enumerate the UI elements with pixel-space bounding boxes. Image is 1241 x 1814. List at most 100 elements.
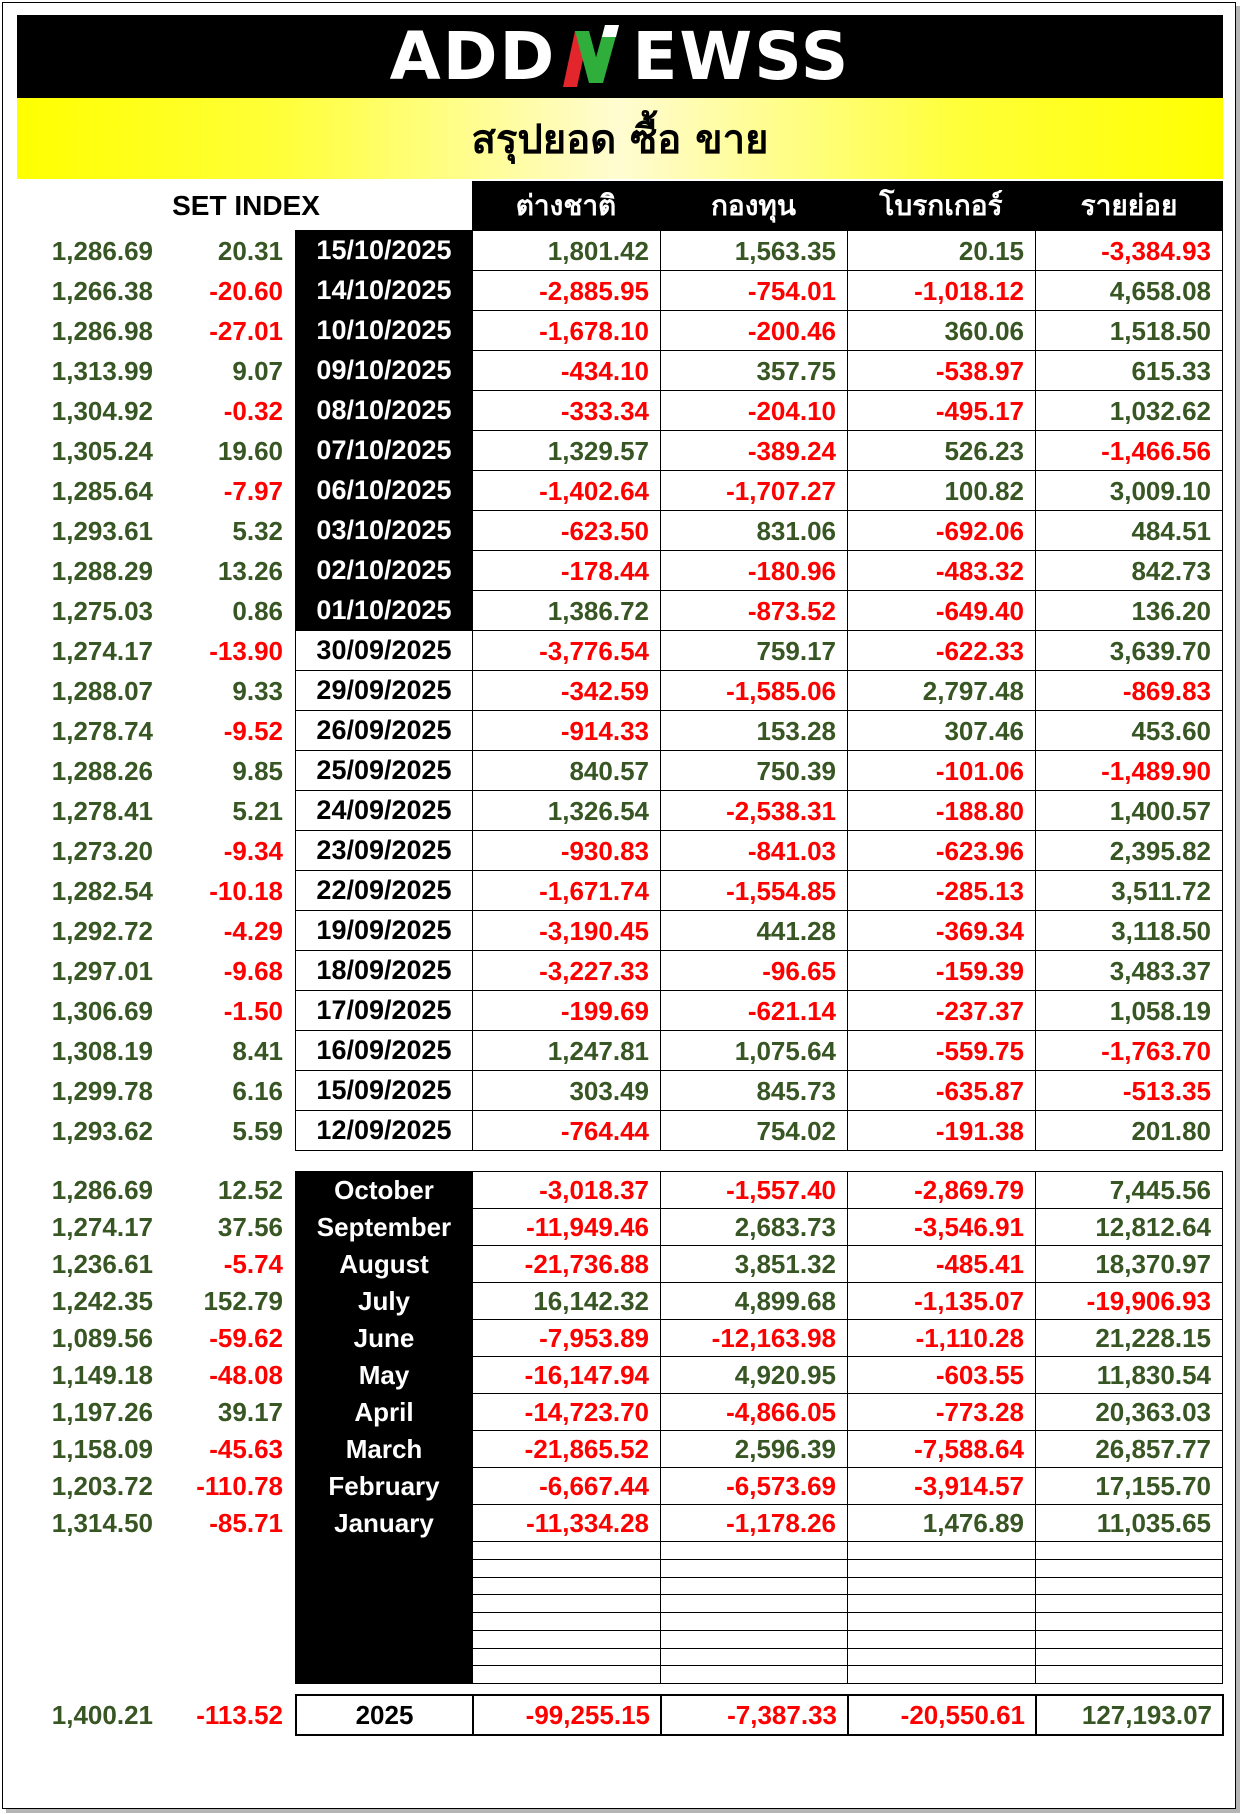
blank-row — [0, 1594, 1241, 1613]
broker-net-cell: 307.46 — [847, 710, 1036, 751]
retail-net-cell: 3,639.70 — [1035, 630, 1223, 671]
month-label: February — [328, 1471, 440, 1501]
set-index-value: 1,288.29 — [51, 555, 153, 586]
monthly-row: 1,242.35 152.79 July 16,142.32 4,899.68 -1,13… — [0, 1282, 1241, 1320]
blank-row — [0, 1559, 1241, 1578]
date-cell: 16/09/2025 — [295, 1030, 473, 1071]
index-change-value: -85.71 — [209, 1508, 283, 1538]
fund-net-cell: -754.01 — [660, 270, 848, 311]
daily-row: 1,306.69 -1.50 17/09/2025 -199.69 -621.14 -23… — [0, 990, 1241, 1031]
fund-net-cell: 2,596.39 — [660, 1430, 848, 1468]
daily-row: 1,308.19 8.41 16/09/2025 1,247.81 1,075.64 -5… — [0, 1030, 1241, 1071]
date-cell: 06/10/2025 — [295, 470, 473, 511]
broker-net-cell: -3,546.91 — [847, 1208, 1036, 1246]
broker-net-cell: -2,869.79 — [847, 1171, 1036, 1209]
empty-cell — [660, 1630, 848, 1649]
set-index-value: 1,305.24 — [51, 435, 153, 466]
foreign-net-cell: -16,147.94 — [472, 1356, 661, 1394]
daily-row: 1,286.98 -27.01 10/10/2025 -1,678.10 -200.46… — [0, 310, 1241, 351]
daily-row: 1,275.03 0.86 01/10/2025 1,386.72 -873.52 -64… — [0, 590, 1241, 631]
monthly-row: 1,274.17 37.56 September -11,949.46 2,683.73… — [0, 1208, 1241, 1246]
daily-row: 1,305.24 19.60 07/10/2025 1,329.57 -389.24 52… — [0, 430, 1241, 471]
date-cell: 15/09/2025 — [295, 1070, 473, 1111]
index-change-value: 5.32 — [232, 515, 283, 546]
empty-cell — [660, 1559, 848, 1578]
foreign-net-cell: -3,776.54 — [472, 630, 661, 671]
retail-net-cell: -1,763.70 — [1035, 1030, 1223, 1071]
month-label: June — [353, 1323, 415, 1353]
index-change-value: 37.56 — [217, 1212, 283, 1242]
empty-cell — [847, 1665, 1036, 1684]
column-header-foreign: ต่างชาติ — [515, 189, 617, 222]
retail-net-cell: -1,489.90 — [1035, 750, 1223, 791]
daily-row: 1,274.17 -13.90 30/09/2025 -3,776.54 759.17-… — [0, 630, 1241, 671]
foreign-net-cell: -623.50 — [472, 510, 661, 551]
foreign-net-cell: -11,334.28 — [472, 1504, 661, 1542]
fund-net-cell: -2,538.31 — [660, 790, 848, 831]
logo-prefix: ADD — [389, 17, 557, 95]
set-index-value: 1,203.72 — [51, 1471, 153, 1501]
index-change-value: -10.18 — [209, 875, 283, 906]
fund-net-cell: -96.65 — [660, 950, 848, 991]
broker-net-cell: 2,797.48 — [847, 670, 1036, 711]
retail-net-cell: 453.60 — [1035, 710, 1223, 751]
date-cell: 01/10/2025 — [295, 590, 473, 631]
date-cell: 23/09/2025 — [295, 830, 473, 871]
set-index-value: 1,158.09 — [51, 1434, 153, 1464]
empty-cell — [1035, 1630, 1223, 1649]
fund-net-cell: -1,178.26 — [660, 1504, 848, 1542]
empty-cell — [660, 1577, 848, 1595]
fund-net-cell: 759.17 — [660, 630, 848, 671]
fund-net-cell: 845.73 — [660, 1070, 848, 1111]
index-change-value: -9.34 — [223, 835, 283, 866]
fund-net-cell: -621.14 — [660, 990, 848, 1031]
index-change-value: 19.60 — [217, 435, 283, 466]
fund-net-cell: -389.24 — [660, 430, 848, 471]
daily-row: 1,286.69 20.31 15/10/2025 1,801.42 1,563.35 2… — [0, 230, 1241, 271]
broker-net-cell: 1,476.89 — [847, 1504, 1036, 1542]
logo-suffix: EWSS — [632, 17, 851, 95]
empty-cell — [660, 1612, 848, 1631]
fund-net-cell: 441.28 — [660, 910, 848, 951]
set-index-value: 1,288.07 — [51, 675, 153, 706]
fund-net-cell: -6,573.69 — [660, 1467, 848, 1505]
logo-n-mark-icon — [563, 24, 620, 87]
empty-cell — [1035, 1594, 1223, 1613]
monthly-row: 1,286.69 12.52 October -3,018.37 -1,557.40 -2… — [0, 1171, 1241, 1209]
set-index-value: 1,274.17 — [51, 635, 153, 666]
set-index-value: 1,292.72 — [51, 915, 153, 946]
retail-net-cell: -869.83 — [1035, 670, 1223, 711]
index-change-value: 9.33 — [232, 675, 283, 706]
fund-net-cell: -1,707.27 — [660, 470, 848, 511]
fund-net-cell: -1,554.85 — [660, 870, 848, 911]
set-index-value: 1,278.41 — [51, 795, 153, 826]
year-label: 2025 — [295, 1694, 474, 1736]
foreign-net-cell: 1,801.42 — [472, 230, 661, 271]
empty-cell — [1035, 1612, 1223, 1631]
index-change-value: 39.17 — [217, 1397, 283, 1427]
retail-net-cell: 3,483.37 — [1035, 950, 1223, 991]
broker-net-cell: -237.37 — [847, 990, 1036, 1031]
daily-row: 1,266.38 -20.60 14/10/2025 -2,885.95 -754.01… — [0, 270, 1241, 311]
broker-net-cell: -538.97 — [847, 350, 1036, 391]
retail-net-cell: -1,466.56 — [1035, 430, 1223, 471]
set-index-value: 1,297.01 — [51, 955, 153, 986]
monthly-row: 1,089.56 -59.62 June -7,953.89 -12,163.98 -1,… — [0, 1319, 1241, 1357]
broker-net-cell: -649.40 — [847, 590, 1036, 631]
empty-cell — [847, 1612, 1036, 1631]
set-index-value: 1,286.69 — [51, 1175, 153, 1205]
date-cell: 15/10/2025 — [295, 230, 473, 271]
date-cell: 08/10/2025 — [295, 390, 473, 431]
index-change-value: -48.08 — [209, 1360, 283, 1390]
retail-net-cell: 17,155.70 — [1035, 1467, 1223, 1505]
blank-row — [0, 1665, 1241, 1684]
empty-cell — [847, 1577, 1036, 1595]
set-index-value: 1,304.92 — [51, 395, 153, 426]
set-index-value: 1,314.50 — [51, 1508, 153, 1538]
foreign-net-cell: 303.49 — [472, 1070, 661, 1111]
month-label: August — [339, 1249, 429, 1279]
index-change-value: 9.85 — [232, 755, 283, 786]
date-cell: 24/09/2025 — [295, 790, 473, 831]
broker-net-cell: -635.87 — [847, 1070, 1036, 1111]
date-cell: 30/09/2025 — [295, 630, 473, 671]
